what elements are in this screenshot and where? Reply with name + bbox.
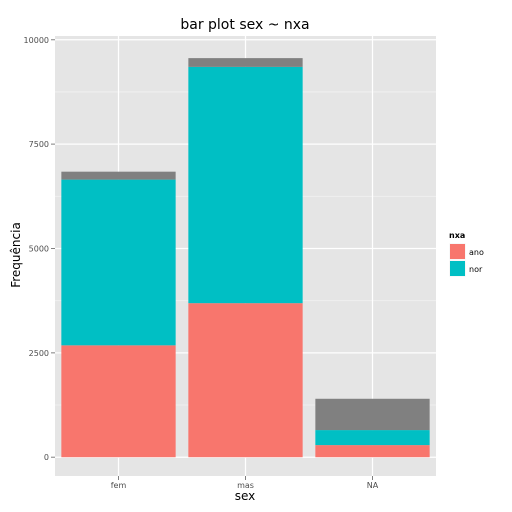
bars <box>61 58 430 458</box>
bar-fem-nor <box>61 179 176 346</box>
y-tick-label: 2500 <box>29 349 49 358</box>
legend-label-nor: nor <box>469 265 483 274</box>
legend-title: nxa <box>449 231 465 240</box>
y-tick-label: 0 <box>44 453 49 462</box>
bar-mas-nor <box>188 66 303 304</box>
y-axis-title: Frequência <box>9 222 23 288</box>
x-tick-label: NA <box>367 481 379 490</box>
legend-swatch-ano <box>450 244 465 259</box>
legend-label-ano: ano <box>469 248 484 257</box>
legend-items: ano nor <box>448 242 484 278</box>
bar-mas-ano <box>188 303 303 458</box>
chart-title: bar plot sex ~ nxa <box>180 17 309 33</box>
bar-fem-ano <box>61 345 176 458</box>
bar-NA-nor <box>315 430 430 446</box>
x-axis-title: sex <box>235 489 256 503</box>
y-tick-label: 10000 <box>24 36 49 45</box>
x-axis: fem mas NA <box>111 476 379 490</box>
x-tick-label: mas <box>237 481 254 490</box>
x-tick-label: fem <box>111 481 127 490</box>
bar-NA-ano <box>315 445 430 458</box>
y-tick-label: 5000 <box>29 244 49 253</box>
bar-fem-segment-2 <box>61 171 176 180</box>
y-tick-label: 7500 <box>29 140 49 149</box>
legend: nxa ano nor <box>448 231 484 278</box>
bar-NA-segment-2 <box>315 398 430 431</box>
legend-swatch-nor <box>450 261 465 276</box>
y-axis: 0 2500 5000 7500 10000 <box>24 36 55 462</box>
bar-mas-segment-2 <box>188 58 303 67</box>
